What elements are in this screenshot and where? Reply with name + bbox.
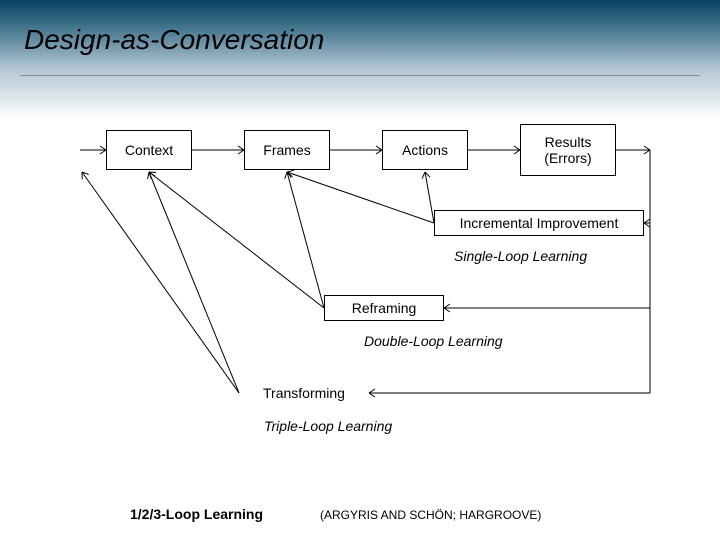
box-context: Context — [106, 130, 192, 170]
box-frames: Frames — [244, 130, 330, 170]
box-transforming: Transforming — [239, 380, 369, 406]
loop-label-single: Single-Loop Learning — [454, 248, 587, 264]
loop-learning-diagram: Context Frames Actions Results (Errors) Incr… — [74, 120, 664, 490]
box-actions: Actions — [382, 130, 468, 170]
title-divider — [20, 75, 700, 76]
loop-label-triple: Triple-Loop Learning — [264, 418, 392, 434]
box-reframing: Reframing — [324, 295, 444, 321]
box-incremental: Incremental Improvement — [434, 210, 644, 236]
box-results: Results (Errors) — [520, 124, 616, 176]
page-title: Design-as-Conversation — [24, 24, 324, 56]
caption-right: (ARGYRIS AND SCHÖN; HARGROOVE) — [320, 508, 541, 522]
caption-left: 1/2/3-Loop Learning — [130, 506, 263, 522]
loop-label-double: Double-Loop Learning — [364, 333, 503, 349]
